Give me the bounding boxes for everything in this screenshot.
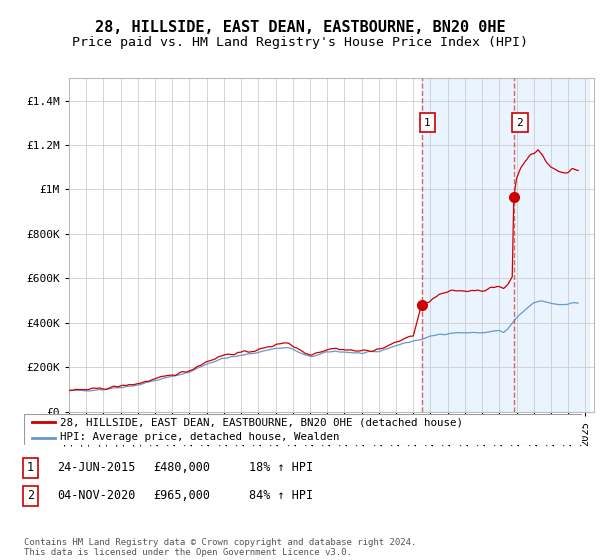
- Text: 28, HILLSIDE, EAST DEAN, EASTBOURNE, BN20 0HE: 28, HILLSIDE, EAST DEAN, EASTBOURNE, BN2…: [95, 20, 505, 35]
- Text: 1: 1: [424, 118, 431, 128]
- Text: 2: 2: [517, 118, 523, 128]
- Text: £965,000: £965,000: [153, 489, 210, 502]
- Text: £480,000: £480,000: [153, 461, 210, 474]
- Text: 84% ↑ HPI: 84% ↑ HPI: [249, 489, 313, 502]
- Text: 24-JUN-2015: 24-JUN-2015: [57, 461, 136, 474]
- FancyBboxPatch shape: [24, 414, 582, 445]
- Text: 2: 2: [27, 489, 34, 502]
- Text: 18% ↑ HPI: 18% ↑ HPI: [249, 461, 313, 474]
- Text: 28, HILLSIDE, EAST DEAN, EASTBOURNE, BN20 0HE (detached house): 28, HILLSIDE, EAST DEAN, EASTBOURNE, BN2…: [60, 417, 463, 427]
- Bar: [422, 78, 589, 412]
- Text: 04-NOV-2020: 04-NOV-2020: [57, 489, 136, 502]
- Text: HPI: Average price, detached house, Wealden: HPI: Average price, detached house, Weal…: [60, 432, 340, 442]
- Text: Price paid vs. HM Land Registry's House Price Index (HPI): Price paid vs. HM Land Registry's House …: [72, 36, 528, 49]
- Text: Contains HM Land Registry data © Crown copyright and database right 2024.
This d: Contains HM Land Registry data © Crown c…: [24, 538, 416, 557]
- Text: 1: 1: [27, 461, 34, 474]
